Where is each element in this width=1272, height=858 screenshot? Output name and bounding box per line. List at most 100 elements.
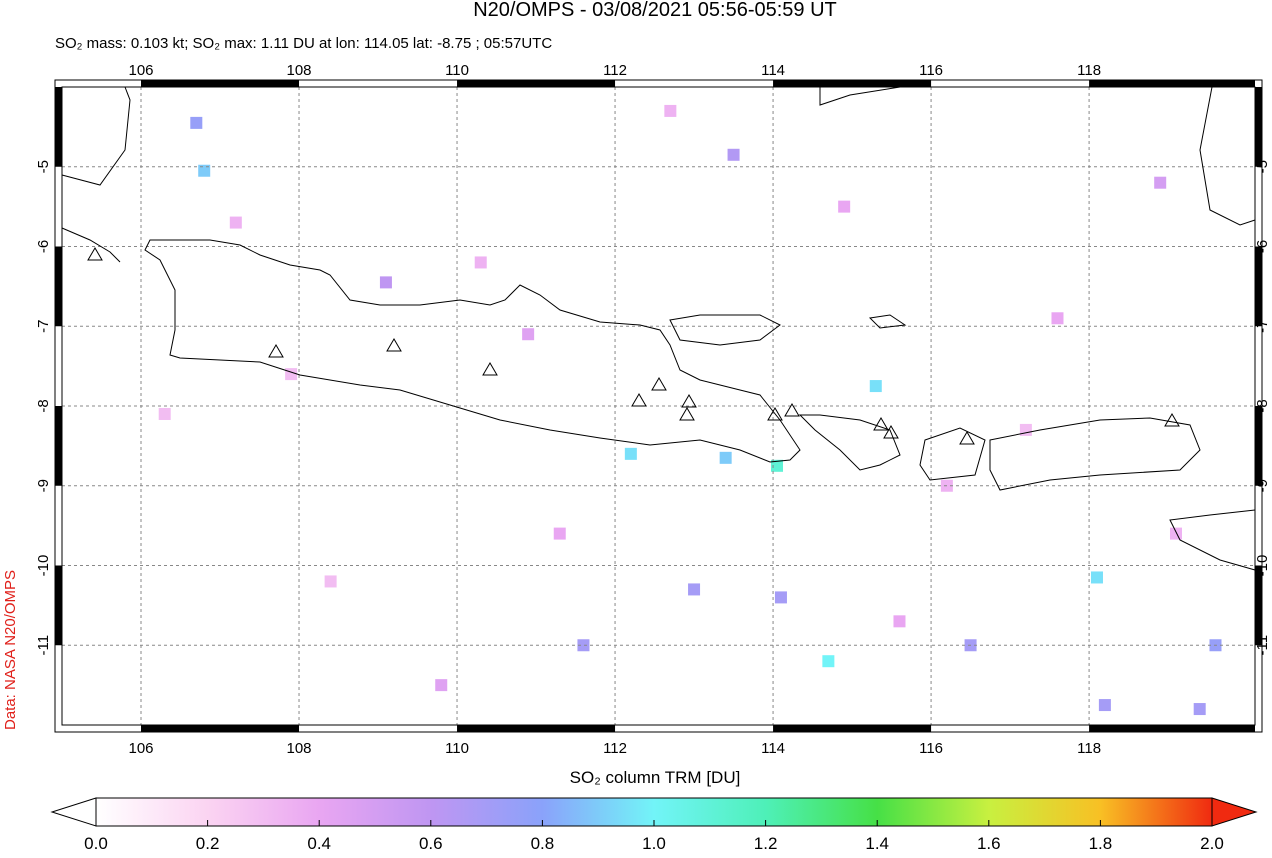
colorbar-tick-label: 0.4 [307,834,331,853]
volcano [681,394,697,408]
y-tick-label: -8 [35,399,52,412]
so2-pixel [324,575,337,588]
x-tick-label: 112 [603,62,627,79]
so2-pixel [229,216,242,229]
so2-pixel [553,527,566,540]
colorbar-tick-label: 0.2 [196,834,220,853]
so2-pixel [1169,527,1182,540]
so2-pixel [1051,312,1064,325]
so2-pixel [822,655,835,668]
coast-sumbawa [989,417,1201,491]
so2-pixel [522,328,535,341]
x-tick-label: 112 [603,740,627,757]
coast-sumatra [61,86,131,263]
so2-pixel [474,256,487,269]
so2-pixel [1193,703,1206,716]
y-tick-label: -10 [35,555,52,577]
x-tick-label: 108 [287,62,312,79]
frame-band [773,725,932,732]
so2-pixel [771,459,784,472]
frame-band [55,87,62,167]
volcano [784,403,800,417]
so2-pixel [869,380,882,393]
coastlines [61,86,1256,571]
so2-pixel [198,164,211,177]
volcano [873,417,889,431]
coast-bali [798,414,901,471]
volcano [87,247,103,261]
frame-band [1089,725,1255,732]
so2-pixel [774,591,787,604]
x-tick-label: 110 [445,740,469,757]
x-tick-label: 106 [128,62,153,79]
so2-pixel [664,104,677,117]
colorbar: 0.0 0.2 0.4 0.6 0.8 1.0 1.2 1.4 1.6 1.8 2.0 [50,797,1258,853]
chart-title: N20/OMPS - 03/08/2021 05:56-05:59 UT [473,0,837,21]
so2-pixel [190,116,203,129]
coast-sulawesi [1199,86,1256,226]
frame-band [141,725,300,732]
volcanoes [87,247,1180,445]
so2-pixel [577,639,590,652]
colorbar-tick-label: 2.0 [1200,834,1224,853]
volcano [482,362,498,376]
so2-pixel [379,276,392,289]
frame-band [1255,406,1262,486]
grid-layer [62,87,1255,725]
so2-pixel [158,407,171,420]
frame: 106 106 108 108 110 110 112 112 114 114 116 116 118 1… [35,62,1271,757]
so2-pixel [435,679,448,692]
so2-pixel [727,148,740,161]
x-tick-label: 108 [287,740,312,757]
volcano [679,407,695,421]
x-tick-label: 110 [445,62,469,79]
colorbar-under [50,797,97,827]
coast-madura [669,314,781,346]
colorbar-tick-label: 1.6 [977,834,1001,853]
so2-pixel [285,368,298,381]
volcano [959,431,975,445]
frame [54,79,1263,733]
so2-pixel [893,615,906,628]
y-tick-label: -11 [35,635,52,656]
colorbar-tick-label: 0.0 [84,834,108,853]
x-tick-label: 118 [1077,62,1101,79]
colorbar-tick-label: 1.0 [642,834,666,853]
frame-band [1255,565,1262,646]
x-tick-label: 114 [761,62,785,79]
y-tick-label: -5 [35,160,52,173]
frame-band [55,246,62,327]
x-tick-label: 106 [128,740,153,757]
volcano [1164,413,1180,427]
so2-pixel [624,447,637,460]
frame-band [457,80,616,87]
frame-band [55,565,62,646]
colorbar-tick-label: 1.4 [865,834,889,853]
coast-borneo [819,86,901,106]
colorbar-tick-label: 0.6 [419,834,443,853]
so2-pixel [1154,176,1167,189]
coast-kangean [868,314,907,329]
frame-band [55,406,62,486]
colorbar-tick-label: 1.8 [1089,834,1113,853]
frame-band [141,80,300,87]
frame-band [457,725,616,732]
coast-lombok [919,427,986,481]
pixel-layer [158,104,1222,716]
volcano [883,425,899,439]
x-tick-label: 116 [919,740,943,757]
colorbar-tick-label: 0.8 [531,834,555,853]
volcano [767,407,783,421]
colorbar-tick-label: 1.2 [754,834,778,853]
so2-pixel [688,583,701,596]
so2-pixel [838,200,851,213]
volcano [268,344,284,358]
volcano [631,393,647,407]
frame-band [1089,80,1255,87]
frame-band [1255,246,1262,327]
y-tick-label: -6 [35,240,52,253]
so2-pixel [719,451,732,464]
so2-pixel [1090,571,1103,584]
y-tick-label: -9 [35,479,52,492]
